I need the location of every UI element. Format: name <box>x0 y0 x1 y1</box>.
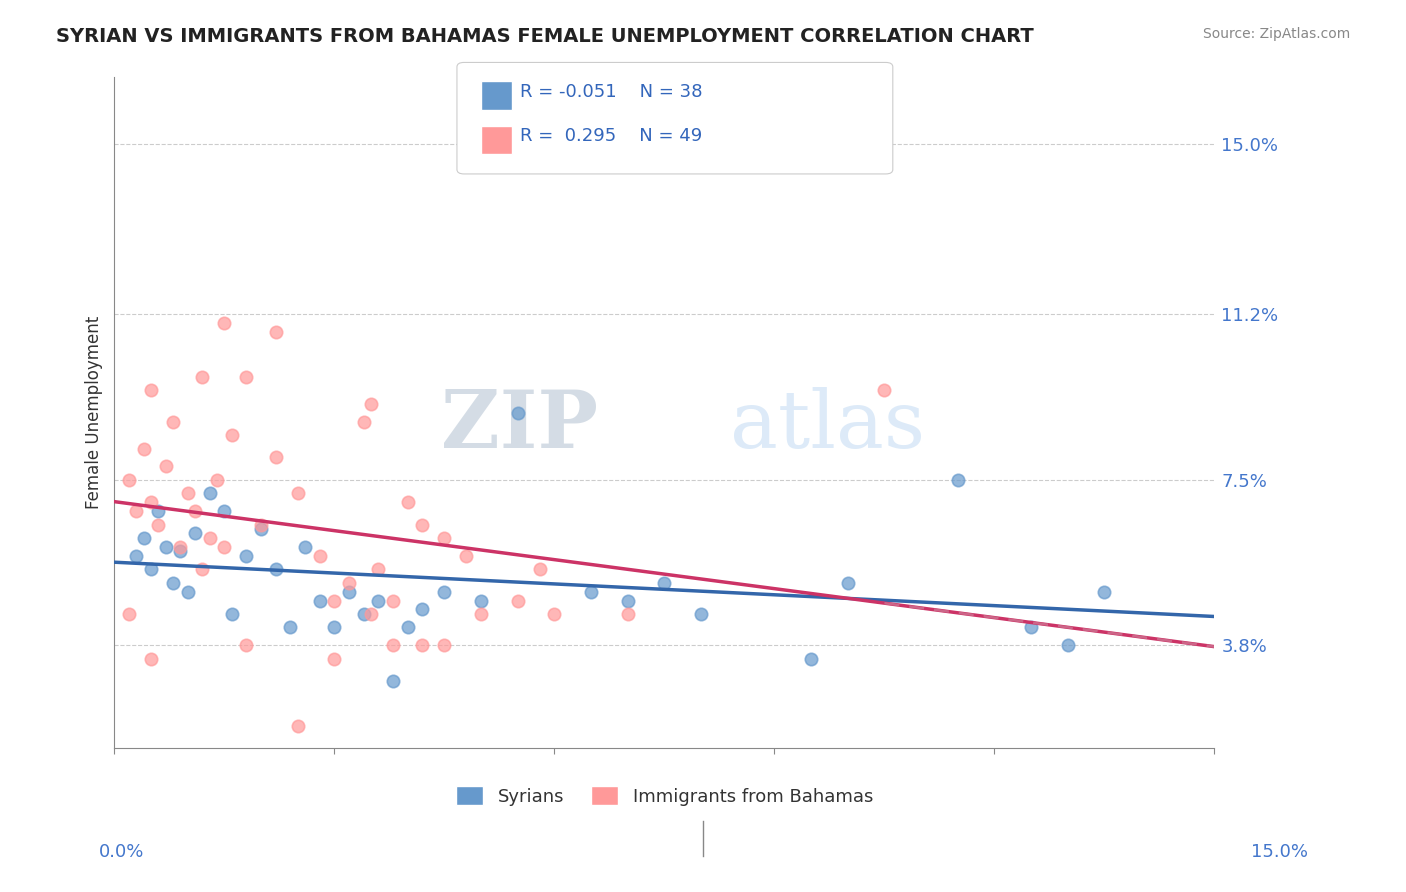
Point <box>287 486 309 500</box>
Point <box>360 607 382 621</box>
Point <box>280 620 302 634</box>
Point <box>411 638 433 652</box>
Point <box>382 593 405 607</box>
Point <box>264 562 287 576</box>
Point <box>214 540 236 554</box>
Point <box>837 575 859 590</box>
Point <box>250 522 273 536</box>
Point <box>191 562 214 576</box>
Text: atlas: atlas <box>731 387 925 465</box>
Point <box>139 562 162 576</box>
Text: 15.0%: 15.0% <box>1250 843 1308 861</box>
Point <box>198 486 221 500</box>
Point <box>294 540 316 554</box>
Point <box>433 531 456 545</box>
Point <box>323 620 346 634</box>
Legend: Syrians, Immigrants from Bahamas: Syrians, Immigrants from Bahamas <box>449 779 880 813</box>
Point <box>506 593 529 607</box>
Point <box>250 517 273 532</box>
Point <box>177 584 200 599</box>
Text: Source: ZipAtlas.com: Source: ZipAtlas.com <box>1202 27 1350 41</box>
Point <box>616 593 638 607</box>
Point <box>235 549 257 563</box>
Point <box>139 384 162 398</box>
Point <box>433 638 456 652</box>
Point <box>198 531 221 545</box>
Point <box>132 531 155 545</box>
Point <box>382 673 405 688</box>
Text: SYRIAN VS IMMIGRANTS FROM BAHAMAS FEMALE UNEMPLOYMENT CORRELATION CHART: SYRIAN VS IMMIGRANTS FROM BAHAMAS FEMALE… <box>56 27 1033 45</box>
Text: R = -0.051    N = 38: R = -0.051 N = 38 <box>520 83 703 101</box>
Point <box>148 517 170 532</box>
Point <box>543 607 565 621</box>
Point <box>800 651 823 665</box>
Point <box>1056 638 1078 652</box>
Point <box>579 584 602 599</box>
Point <box>323 593 346 607</box>
Point <box>873 384 896 398</box>
Point <box>337 575 360 590</box>
Point <box>118 473 141 487</box>
Point <box>162 575 184 590</box>
Point <box>360 397 382 411</box>
Point <box>616 607 638 621</box>
Point <box>169 540 191 554</box>
Point <box>155 459 177 474</box>
Point <box>191 370 214 384</box>
Point <box>118 607 141 621</box>
Y-axis label: Female Unemployment: Female Unemployment <box>86 316 103 509</box>
Point <box>411 602 433 616</box>
Point <box>139 651 162 665</box>
Point <box>456 549 478 563</box>
Point <box>1094 584 1116 599</box>
Point <box>353 415 375 429</box>
Point <box>367 562 389 576</box>
Text: R =  0.295    N = 49: R = 0.295 N = 49 <box>520 128 703 145</box>
Point <box>125 504 148 518</box>
Point <box>139 495 162 509</box>
Point <box>396 495 419 509</box>
Point <box>221 607 243 621</box>
Point <box>946 473 969 487</box>
Point <box>287 719 309 733</box>
Point <box>506 406 529 420</box>
Point <box>205 473 228 487</box>
Point <box>654 575 676 590</box>
Point <box>184 504 207 518</box>
Point <box>308 593 330 607</box>
Point <box>162 415 184 429</box>
Point <box>177 486 200 500</box>
Point <box>1019 620 1042 634</box>
Point <box>323 651 346 665</box>
Point <box>155 540 177 554</box>
Point <box>690 607 713 621</box>
Point <box>470 593 492 607</box>
Point <box>396 620 419 634</box>
Point <box>411 517 433 532</box>
Point <box>382 638 405 652</box>
Point <box>529 562 551 576</box>
Point <box>337 584 360 599</box>
Point <box>264 325 287 339</box>
Point <box>125 549 148 563</box>
Point <box>235 638 257 652</box>
Point <box>470 607 492 621</box>
Point <box>433 584 456 599</box>
Point <box>308 549 330 563</box>
Point <box>148 504 170 518</box>
Point <box>221 428 243 442</box>
Text: ZIP: ZIP <box>441 387 599 465</box>
Point <box>264 450 287 465</box>
Text: 0.0%: 0.0% <box>98 843 143 861</box>
Point <box>235 370 257 384</box>
Point <box>132 442 155 456</box>
Point <box>169 544 191 558</box>
Point <box>184 526 207 541</box>
Point <box>214 504 236 518</box>
Point <box>353 607 375 621</box>
Point <box>214 316 236 330</box>
Point <box>367 593 389 607</box>
